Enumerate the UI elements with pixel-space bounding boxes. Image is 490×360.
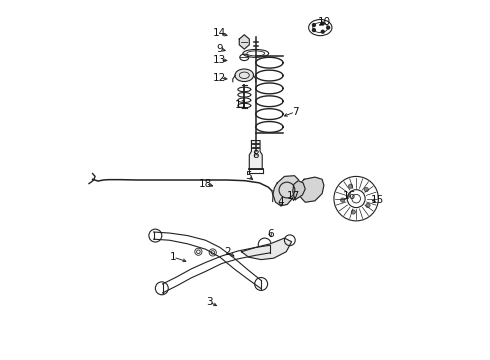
Circle shape <box>341 198 345 202</box>
Text: 2: 2 <box>224 247 230 257</box>
Text: 6: 6 <box>267 229 273 239</box>
Ellipse shape <box>235 69 254 82</box>
Circle shape <box>321 30 324 33</box>
Circle shape <box>321 22 324 25</box>
Text: 7: 7 <box>292 107 298 117</box>
Text: 17: 17 <box>287 191 300 201</box>
Text: 12: 12 <box>213 73 226 83</box>
Text: 10: 10 <box>318 17 330 27</box>
Polygon shape <box>293 181 305 200</box>
Polygon shape <box>299 177 324 202</box>
Text: 1: 1 <box>170 252 176 262</box>
Text: 13: 13 <box>213 55 226 65</box>
Text: 9: 9 <box>217 44 223 54</box>
Text: 8: 8 <box>252 150 259 160</box>
Circle shape <box>327 26 330 29</box>
Text: 5: 5 <box>245 171 252 181</box>
Polygon shape <box>273 176 299 206</box>
Text: 14: 14 <box>213 28 226 38</box>
Text: 3: 3 <box>206 297 213 307</box>
Circle shape <box>351 210 355 214</box>
Text: 16: 16 <box>343 191 356 201</box>
Circle shape <box>313 24 316 27</box>
Circle shape <box>313 29 316 32</box>
Text: 15: 15 <box>371 195 384 205</box>
Polygon shape <box>239 35 249 49</box>
Text: 11: 11 <box>235 100 248 110</box>
Circle shape <box>364 187 368 192</box>
Polygon shape <box>242 238 292 260</box>
Polygon shape <box>249 140 262 169</box>
Circle shape <box>366 203 370 208</box>
Text: 18: 18 <box>199 179 212 189</box>
Circle shape <box>348 184 353 188</box>
Text: 4: 4 <box>277 197 284 207</box>
